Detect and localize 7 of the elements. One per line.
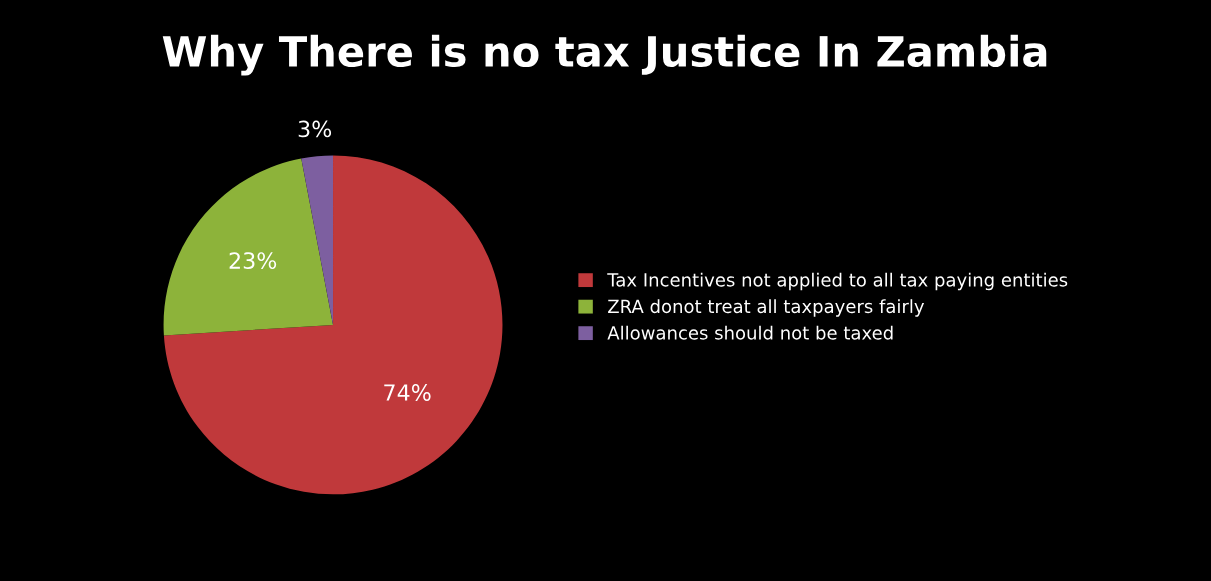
data-label: 74% (384, 384, 431, 401)
data-label: 3% (298, 120, 332, 138)
legend-label: ZRA donot treat all taxpayers fairly (608, 299, 925, 317)
data-label: 23% (229, 252, 277, 270)
chart-title: Why There is no tax Justice In Zambia (162, 34, 1047, 76)
legend-label: Tax Incentives not applied to all tax paying entities (607, 272, 1068, 291)
legend-label: Allowances should not be taxed (607, 325, 893, 340)
